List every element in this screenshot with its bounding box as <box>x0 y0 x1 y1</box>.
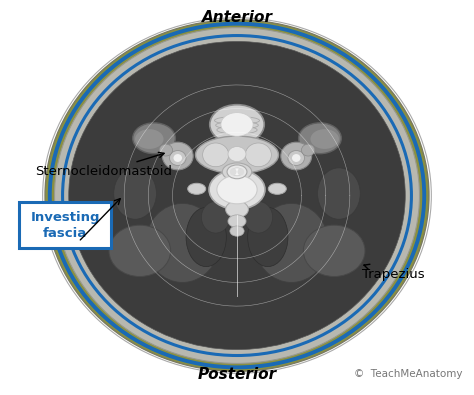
Ellipse shape <box>299 123 341 154</box>
Ellipse shape <box>226 201 248 218</box>
Ellipse shape <box>288 150 304 166</box>
Ellipse shape <box>310 129 339 149</box>
Ellipse shape <box>55 28 419 363</box>
Ellipse shape <box>255 203 328 282</box>
Ellipse shape <box>301 144 315 156</box>
Ellipse shape <box>318 168 360 219</box>
Ellipse shape <box>186 207 227 267</box>
Ellipse shape <box>170 150 186 166</box>
Text: Anterior: Anterior <box>201 10 273 25</box>
Ellipse shape <box>246 143 272 167</box>
Ellipse shape <box>228 215 246 228</box>
Ellipse shape <box>230 226 244 236</box>
Ellipse shape <box>221 113 253 136</box>
Ellipse shape <box>222 163 252 181</box>
Ellipse shape <box>195 136 279 174</box>
Ellipse shape <box>230 168 237 175</box>
Ellipse shape <box>231 168 243 176</box>
Text: ©  TeachMeAnatomy: © TeachMeAnatomy <box>354 369 462 379</box>
Ellipse shape <box>247 207 288 267</box>
Text: Trapezius: Trapezius <box>362 264 424 281</box>
Ellipse shape <box>237 168 244 175</box>
Ellipse shape <box>188 183 206 194</box>
Ellipse shape <box>228 147 246 162</box>
Ellipse shape <box>227 165 247 179</box>
Ellipse shape <box>45 20 429 371</box>
Ellipse shape <box>292 154 301 162</box>
Ellipse shape <box>203 143 228 167</box>
Ellipse shape <box>210 105 264 144</box>
Text: Investing
fascia: Investing fascia <box>30 211 100 240</box>
Ellipse shape <box>244 201 273 233</box>
Ellipse shape <box>133 123 175 154</box>
Ellipse shape <box>173 154 182 162</box>
Ellipse shape <box>303 225 365 276</box>
Ellipse shape <box>135 129 164 149</box>
Text: Posterior: Posterior <box>198 367 276 382</box>
Ellipse shape <box>159 144 173 156</box>
Ellipse shape <box>209 170 265 209</box>
Text: Sternocleidomastoid: Sternocleidomastoid <box>36 152 173 178</box>
Ellipse shape <box>146 203 219 282</box>
Ellipse shape <box>109 225 171 276</box>
Ellipse shape <box>268 183 286 194</box>
Ellipse shape <box>201 201 230 233</box>
FancyBboxPatch shape <box>19 202 111 248</box>
Ellipse shape <box>114 168 156 219</box>
Ellipse shape <box>281 142 311 170</box>
Ellipse shape <box>217 175 257 204</box>
Ellipse shape <box>69 41 405 350</box>
Ellipse shape <box>162 142 193 170</box>
